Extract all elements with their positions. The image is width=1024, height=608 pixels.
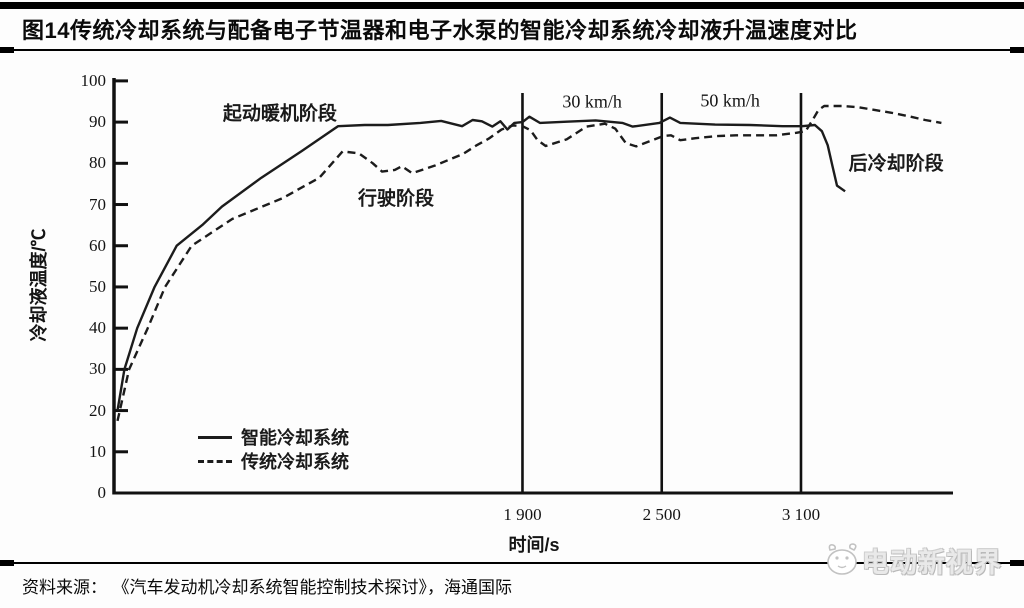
source-label: 资料来源： xyxy=(22,578,107,597)
divider-cap xyxy=(0,47,14,53)
figure-title: 图14传统冷却系统与配备电子节温器和电子水泵的智能冷却系统冷却液升温速度对比 xyxy=(22,18,858,43)
watermark-text: 电动新视界 xyxy=(862,547,1002,578)
top-black-bar xyxy=(0,2,1024,9)
divider-cap xyxy=(1010,560,1024,566)
divider-cap xyxy=(1010,47,1024,53)
source-text: 《汽车发动机冷却系统智能控制技术探讨》，海通国际 xyxy=(121,578,512,597)
series-solid-line xyxy=(116,115,846,411)
divider-cap xyxy=(0,560,14,566)
footer-divider-line xyxy=(0,562,1024,564)
title-divider-line xyxy=(0,49,1024,51)
watermark: 电动新视界 xyxy=(824,540,1002,580)
series-dashed-line xyxy=(116,104,942,422)
mascot-face-icon xyxy=(827,543,857,575)
source-line: 资料来源： 《汽车发动机冷却系统智能控制技术探讨》，海通国际 xyxy=(22,573,512,598)
